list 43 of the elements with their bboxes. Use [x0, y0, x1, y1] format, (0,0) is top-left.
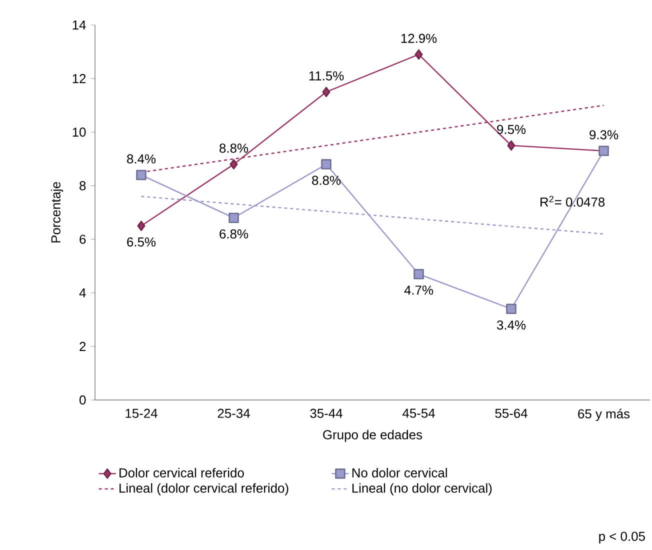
y-tick-label: 8	[80, 181, 86, 190]
y-tick-label: 0	[80, 395, 86, 405]
data-label: 9.5%	[497, 124, 526, 134]
data-label: 3.4%	[496, 320, 526, 330]
point	[137, 220, 146, 232]
point	[228, 212, 239, 223]
point	[414, 49, 423, 60]
data-label: 6.5%	[127, 237, 156, 247]
annotation: R$^{2}$= 0.0478	[540, 196, 605, 207]
legend-label: No dolor cervical	[352, 468, 447, 478]
point	[322, 86, 330, 98]
x-tick-label: 35-44	[310, 408, 342, 418]
x-tick-label: 55-64	[495, 408, 528, 418]
point	[230, 159, 238, 170]
legend-label: Dolor cervical referido	[120, 468, 244, 478]
legend-label: Lineal (dolor cervical referido)	[120, 483, 288, 496]
point	[506, 304, 516, 314]
x-tick-label: 15-24	[126, 408, 158, 418]
point	[321, 159, 332, 170]
x-axis-title: Grupo de edades	[323, 430, 422, 442]
x-tick-label: 65 y más	[578, 408, 630, 421]
point	[507, 140, 516, 151]
data-label: 9.3%	[590, 130, 618, 140]
y-tick-label: 4	[79, 288, 86, 298]
legend-label: Lineal (no dolor cervical)	[352, 483, 492, 496]
data-label: 6.8%	[220, 229, 248, 239]
y-tick-label: 10	[72, 128, 86, 137]
point	[414, 268, 424, 280]
data-label: 4.7%	[404, 286, 434, 295]
y-tick-label: 2	[80, 342, 86, 351]
data-label: 11.5%	[309, 71, 344, 80]
data-label: 8.8%	[312, 176, 341, 185]
data-label: 8.8%	[220, 144, 248, 153]
point	[136, 170, 146, 180]
x-tick-label: 25-34	[218, 408, 250, 418]
y-tick-label: 12	[72, 74, 86, 84]
y-tick-label: 14	[72, 20, 86, 30]
text: p < 0.05	[599, 532, 645, 544]
data-label: 12.9%	[401, 34, 437, 43]
y-tick-label: 6	[80, 234, 86, 244]
data-label: 8.4%	[127, 154, 156, 164]
x-tick-label: 45-54	[402, 408, 435, 418]
y-axis-title: Porcentaje	[50, 182, 63, 242]
